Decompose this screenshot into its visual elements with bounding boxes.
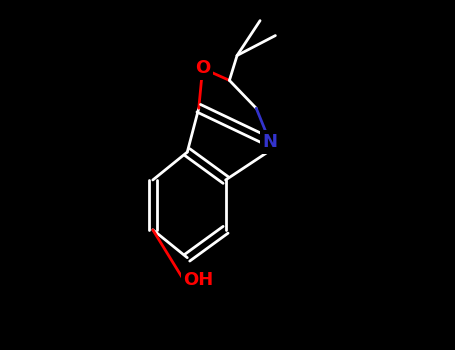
Text: OH: OH bbox=[183, 271, 214, 289]
Text: N: N bbox=[263, 133, 278, 151]
Text: O: O bbox=[195, 60, 210, 77]
